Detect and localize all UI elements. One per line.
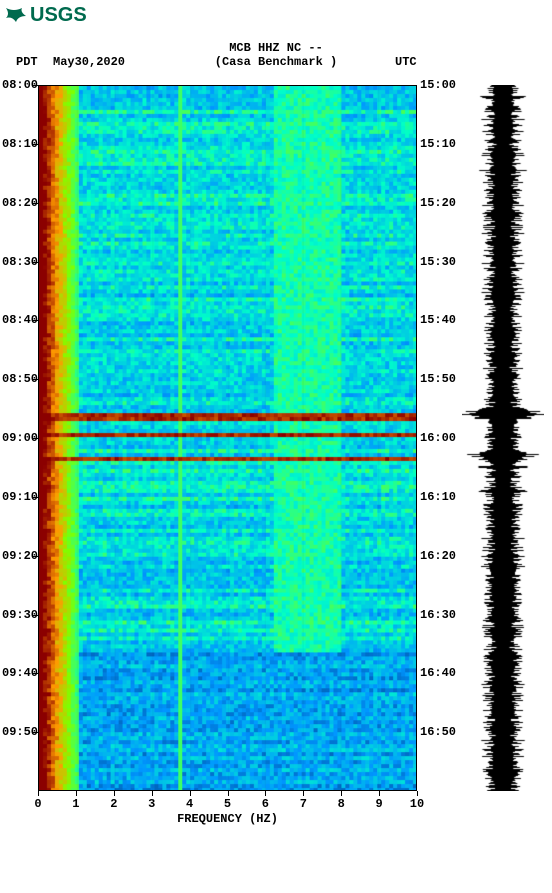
y-tick-right: 15:50 bbox=[420, 373, 456, 385]
tz-left-label: PDT bbox=[16, 55, 38, 69]
usgs-logo: USGS bbox=[4, 4, 87, 27]
x-tick: 5 bbox=[224, 797, 231, 811]
spectrogram-plot bbox=[38, 85, 417, 791]
chart-title: MCB HHZ NC -- bbox=[0, 41, 552, 55]
y-tick-right: 16:00 bbox=[420, 432, 456, 444]
y-tick-right: 16:50 bbox=[420, 726, 456, 738]
x-axis-label: FREQUENCY (HZ) bbox=[38, 812, 417, 826]
tz-right-label: UTC bbox=[395, 55, 417, 69]
x-tick: 3 bbox=[148, 797, 155, 811]
x-tick: 4 bbox=[186, 797, 193, 811]
y-tick-right: 16:10 bbox=[420, 491, 456, 503]
x-tick: 10 bbox=[410, 797, 424, 811]
chart-subtitle-row: PDT May30,2020 (Casa Benchmark ) UTC bbox=[0, 55, 552, 69]
y-axis-left: 08:0008:1008:2008:3008:4008:5009:0009:10… bbox=[0, 85, 36, 791]
y-tick-right: 16:40 bbox=[420, 667, 456, 679]
seismic-trace bbox=[462, 85, 544, 791]
x-tick: 2 bbox=[110, 797, 117, 811]
y-axis-right: 15:0015:1015:2015:3015:4015:5016:0016:10… bbox=[420, 85, 456, 791]
date-label: May30,2020 bbox=[53, 55, 125, 69]
x-tick: 9 bbox=[375, 797, 382, 811]
y-tick-right: 15:00 bbox=[420, 79, 456, 91]
x-tick: 0 bbox=[34, 797, 41, 811]
logo-text: USGS bbox=[30, 4, 87, 27]
y-tick-right: 16:20 bbox=[420, 550, 456, 562]
x-tick: 1 bbox=[72, 797, 79, 811]
x-tick: 7 bbox=[300, 797, 307, 811]
y-tick-right: 15:40 bbox=[420, 314, 456, 326]
x-tick: 8 bbox=[338, 797, 345, 811]
x-tick: 6 bbox=[262, 797, 269, 811]
y-tick-right: 15:20 bbox=[420, 197, 456, 209]
y-tick-right: 15:10 bbox=[420, 138, 456, 150]
y-tick-right: 16:30 bbox=[420, 609, 456, 621]
y-tick-right: 15:30 bbox=[420, 256, 456, 268]
